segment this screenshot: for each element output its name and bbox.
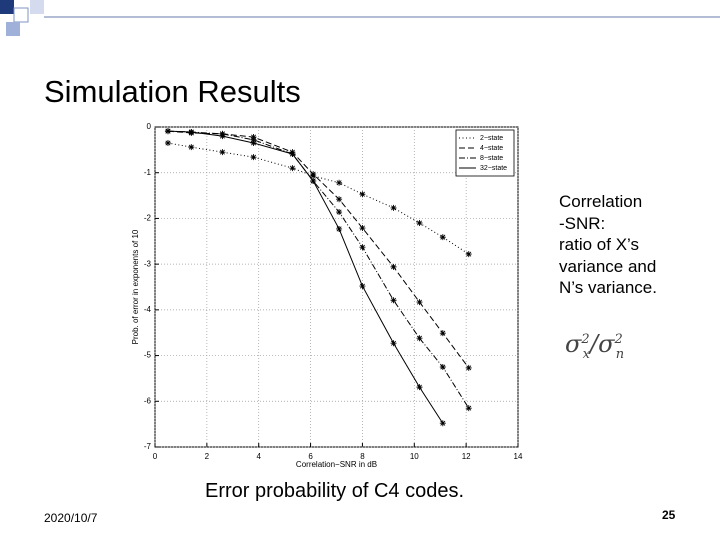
formula-part: σ — [565, 330, 582, 358]
decoration — [6, 22, 20, 36]
plot-area — [154, 126, 519, 448]
side-text-line: variance and — [559, 256, 657, 276]
x-tick-label: 14 — [514, 452, 523, 461]
point-marker — [250, 136, 257, 143]
formula: σ2x/σ2n — [565, 330, 624, 362]
side-text-line: N’s variance. — [559, 278, 657, 297]
side-text-line: -SNR: — [559, 213, 606, 233]
slide-title: Simulation Results — [44, 74, 301, 109]
legend-label: 32−state — [480, 165, 507, 172]
point-marker — [359, 191, 366, 198]
x-tick-label: 2 — [205, 452, 210, 461]
y-tick-label: -2 — [144, 214, 152, 223]
point-marker — [439, 420, 446, 427]
x-tick-label: 12 — [462, 452, 471, 461]
point-marker — [390, 297, 397, 304]
x-axis-label: Correlation−SNR in dB — [296, 460, 377, 469]
point-marker — [336, 225, 343, 232]
point-marker — [390, 340, 397, 347]
side-text-line: Correlation — [559, 192, 643, 211]
point-marker — [336, 209, 343, 216]
point-marker — [439, 234, 446, 241]
y-axis-label: Prob. of error in exponents of 10 — [131, 229, 140, 344]
side-text-line: ratio of X’s — [559, 235, 640, 254]
point-marker — [164, 128, 171, 135]
point-marker — [359, 225, 366, 232]
point-marker — [188, 144, 195, 151]
point-marker — [465, 251, 472, 258]
y-tick-label: -3 — [144, 259, 152, 268]
formula-part: n — [615, 346, 625, 362]
legend-label: 2−state — [480, 135, 503, 142]
point-marker — [336, 196, 343, 203]
point-marker — [439, 364, 446, 370]
formula-part: 2 — [581, 332, 590, 347]
decoration — [30, 0, 44, 14]
point-marker — [219, 149, 226, 156]
series-line — [167, 142, 470, 255]
page-number: 25 — [662, 508, 676, 522]
legend-label: 4−state — [480, 145, 503, 152]
point-marker — [390, 263, 397, 270]
y-tick-label: -1 — [144, 168, 152, 177]
point-marker — [465, 364, 472, 371]
x-tick-label: 0 — [153, 452, 158, 461]
point-marker — [336, 179, 343, 186]
point-marker — [390, 204, 397, 211]
point-marker — [465, 405, 472, 412]
x-tick-label: 8 — [360, 452, 365, 461]
legend-label: 8−state — [480, 155, 503, 162]
y-tick-label: -6 — [144, 396, 152, 405]
point-marker — [416, 335, 423, 342]
point-marker — [188, 129, 195, 136]
point-marker — [289, 165, 296, 172]
formula-part: x — [582, 346, 591, 362]
y-tick-label: -4 — [144, 305, 152, 314]
y-tick-label: -5 — [144, 351, 152, 360]
decoration — [0, 0, 14, 14]
side-text: Correlation -SNR: ratio of X’s variance and… — [559, 191, 657, 299]
x-tick-label: 6 — [308, 452, 313, 461]
point-marker — [289, 150, 296, 157]
y-tick-label: -7 — [144, 442, 152, 451]
series-line — [167, 130, 470, 409]
y-tick-label: 0 — [147, 122, 152, 131]
x-tick-label: 10 — [410, 452, 419, 461]
point-marker — [164, 140, 171, 146]
caption: Error probability of C4 codes. — [205, 480, 465, 502]
point-marker — [359, 283, 366, 290]
point-marker — [416, 220, 423, 226]
point-marker — [416, 299, 423, 306]
point-marker — [250, 154, 257, 161]
point-marker — [416, 384, 423, 391]
formula-part: 2 — [614, 332, 623, 347]
formula-part: σ — [598, 330, 615, 358]
point-marker — [439, 330, 446, 337]
point-marker — [250, 140, 257, 146]
date: 2020/10/7 — [44, 511, 98, 525]
point-marker — [310, 177, 317, 184]
formula-part: / — [590, 330, 599, 358]
decoration — [13, 7, 29, 23]
x-tick-label: 4 — [256, 452, 261, 461]
point-marker — [219, 133, 226, 140]
point-marker — [359, 244, 366, 251]
point-marker — [310, 171, 317, 178]
